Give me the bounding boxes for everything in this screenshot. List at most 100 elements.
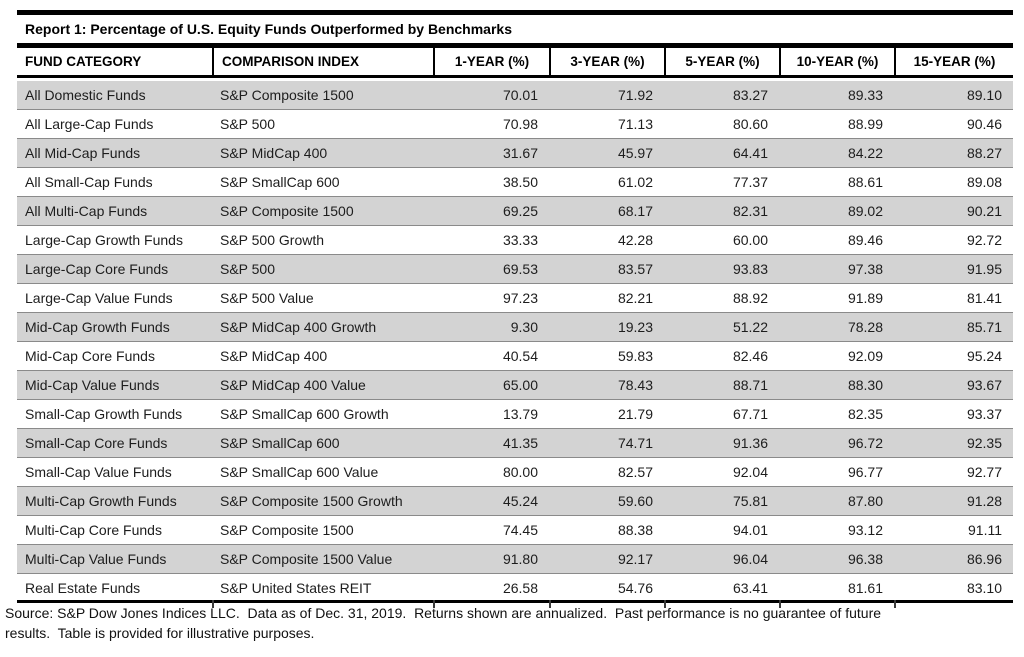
cell-5-year: 51.22 — [732, 319, 768, 335]
cell-5-year: 93.83 — [732, 261, 768, 277]
cell-comparison-index: S&P Composite 1500 — [220, 87, 354, 103]
cell-15-year: 91.28 — [966, 493, 1002, 509]
table-row: All Domestic Funds S&P Composite 1500 70.0… — [17, 81, 1013, 110]
cell-15-year: 89.10 — [966, 87, 1002, 103]
source-footnote: Source: S&P Dow Jones Indices LLC. Data … — [5, 603, 1019, 643]
cell-15-year: 90.46 — [966, 116, 1002, 132]
table-row: Multi-Cap Core Funds S&P Composite 1500 74… — [17, 516, 1013, 545]
cell-10-year: 96.77 — [847, 464, 883, 480]
cell-5-year: 88.71 — [732, 377, 768, 393]
cell-fund-category: Small-Cap Value Funds — [25, 464, 172, 480]
cell-15-year: 92.35 — [966, 435, 1002, 451]
cell-fund-category: All Domestic Funds — [25, 87, 146, 103]
cell-10-year: 89.02 — [847, 203, 883, 219]
cell-10-year: 88.99 — [847, 116, 883, 132]
cell-1-year: 97.23 — [502, 290, 538, 306]
cell-comparison-index: S&P 500 — [220, 116, 276, 132]
column-header-15-year: 15-YEAR (%) — [894, 48, 1013, 75]
cell-fund-category: Mid-Cap Growth Funds — [25, 319, 170, 335]
table-row: Small-Cap Value Funds S&P SmallCap 600 Va… — [17, 458, 1013, 487]
cell-15-year: 92.72 — [966, 232, 1002, 248]
cell-15-year: 90.21 — [966, 203, 1002, 219]
cell-fund-category: All Multi-Cap Funds — [25, 203, 148, 219]
cell-1-year: 65.00 — [502, 377, 538, 393]
cell-fund-category: All Large-Cap Funds — [25, 116, 154, 132]
cell-10-year: 88.30 — [847, 377, 883, 393]
cell-fund-category: Multi-Cap Core Funds — [25, 522, 162, 538]
cell-1-year: 41.35 — [502, 435, 538, 451]
table-row: All Mid-Cap Funds S&P MidCap 400 31.67 45.9… — [17, 139, 1013, 168]
cell-5-year: 60.00 — [732, 232, 768, 248]
cell-comparison-index: S&P SmallCap 600 — [220, 174, 340, 190]
column-tick — [549, 600, 551, 608]
cell-15-year: 93.37 — [966, 406, 1002, 422]
cell-15-year: 91.95 — [966, 261, 1002, 277]
footnote-line-2: results. Table is provided for illustrat… — [5, 625, 315, 641]
cell-5-year: 88.92 — [732, 290, 768, 306]
cell-3-year: 78.43 — [617, 377, 653, 393]
cell-5-year: 92.04 — [732, 464, 768, 480]
cell-5-year: 82.31 — [732, 203, 768, 219]
cell-3-year: 54.76 — [617, 580, 653, 596]
column-header-fund-category: FUND CATEGORY — [25, 54, 142, 69]
cell-fund-category: Large-Cap Value Funds — [25, 290, 173, 306]
cell-1-year: 38.50 — [502, 174, 538, 190]
cell-15-year: 85.71 — [966, 319, 1002, 335]
cell-3-year: 61.02 — [617, 174, 653, 190]
table-row: Multi-Cap Growth Funds S&P Composite 1500… — [17, 487, 1013, 516]
cell-5-year: 67.71 — [732, 406, 768, 422]
cell-10-year: 92.09 — [847, 348, 883, 364]
cell-3-year: 92.17 — [617, 551, 653, 567]
cell-comparison-index: S&P Composite 1500 — [220, 203, 354, 219]
cell-comparison-index: S&P United States REIT — [220, 580, 372, 596]
cell-comparison-index: S&P 500 Growth — [220, 232, 325, 248]
cell-1-year: 9.30 — [510, 319, 538, 335]
cell-5-year: 80.60 — [732, 116, 768, 132]
cell-3-year: 21.79 — [617, 406, 653, 422]
cell-15-year: 91.11 — [968, 522, 1002, 538]
table-row: All Multi-Cap Funds S&P Composite 1500 69.… — [17, 197, 1013, 226]
cell-10-year: 81.61 — [847, 580, 883, 596]
cell-1-year: 69.53 — [502, 261, 538, 277]
cell-fund-category: All Small-Cap Funds — [25, 174, 153, 190]
cell-comparison-index: S&P Composite 1500 Value — [220, 551, 393, 567]
table-row: Multi-Cap Value Funds S&P Composite 1500 … — [17, 545, 1013, 574]
footnote-line-1: Source: S&P Dow Jones Indices LLC. Data … — [5, 605, 882, 621]
cell-1-year: 40.54 — [502, 348, 538, 364]
cell-10-year: 96.38 — [847, 551, 883, 567]
cell-10-year: 87.80 — [847, 493, 883, 509]
top-rule — [17, 10, 1013, 15]
cell-3-year: 82.21 — [617, 290, 653, 306]
cell-comparison-index: S&P MidCap 400 Value — [220, 377, 366, 393]
cell-comparison-index: S&P MidCap 400 Growth — [220, 319, 377, 335]
table-row: Large-Cap Core Funds S&P 500 69.53 83.57 93.… — [17, 255, 1013, 284]
cell-fund-category: Small-Cap Core Funds — [25, 435, 168, 451]
column-header-5-year: 5-YEAR (%) — [664, 48, 779, 75]
table-row: All Small-Cap Funds S&P SmallCap 600 38.50… — [17, 168, 1013, 197]
cell-5-year: 91.36 — [732, 435, 768, 451]
cell-comparison-index: S&P 500 Value — [220, 290, 314, 306]
cell-10-year: 88.61 — [847, 174, 883, 190]
column-tick — [779, 600, 781, 608]
cell-1-year: 74.45 — [502, 522, 538, 538]
cell-3-year: 83.57 — [617, 261, 653, 277]
cell-fund-category: Multi-Cap Value Funds — [25, 551, 167, 567]
cell-15-year: 93.67 — [966, 377, 1002, 393]
cell-fund-category: Large-Cap Core Funds — [25, 261, 169, 277]
cell-3-year: 45.97 — [617, 145, 653, 161]
title-bottom-rule — [17, 43, 1013, 48]
column-tick — [894, 600, 896, 608]
cell-15-year: 83.10 — [966, 580, 1002, 596]
cell-1-year: 91.80 — [502, 551, 538, 567]
cell-1-year: 33.33 — [502, 232, 538, 248]
column-tick — [433, 600, 435, 608]
cell-comparison-index: S&P MidCap 400 — [220, 145, 328, 161]
cell-fund-category: Small-Cap Growth Funds — [25, 406, 183, 422]
table-row: Mid-Cap Growth Funds S&P MidCap 400 Growt… — [17, 313, 1013, 342]
cell-5-year: 75.81 — [732, 493, 768, 509]
column-tick — [664, 600, 666, 608]
cell-10-year: 84.22 — [847, 145, 883, 161]
cell-5-year: 83.27 — [732, 87, 768, 103]
report-title: Report 1: Percentage of U.S. Equity Fund… — [25, 21, 512, 37]
